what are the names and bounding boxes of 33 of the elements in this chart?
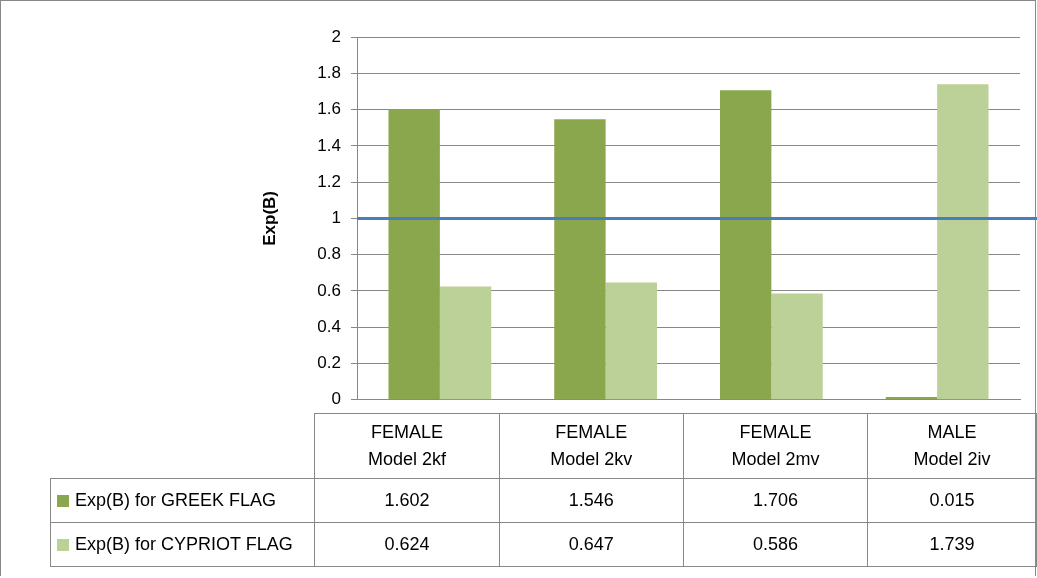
data-label: 1.706 [683,478,868,523]
y-tick-label: 0.6 [317,280,341,300]
data-label: 0.015 [867,478,1037,523]
y-tick-label: 1.8 [317,62,341,82]
y-tick-label: 1 [331,208,341,228]
data-label: 0.647 [499,522,684,567]
legend-label: Exp(B) for CYPRIOT FLAG [50,522,315,567]
bar [937,84,989,400]
x-tick-label: FEMALE Model 2mv [683,413,868,479]
data-label: 0.624 [314,522,500,567]
y-tick-label: 2 [331,26,341,46]
data-label: 1.546 [499,478,684,523]
data-label: 1.739 [867,522,1037,567]
y-tick-label: 0.4 [317,316,341,336]
legend-label: Exp(B) for GREEK FLAG [50,478,315,523]
bar [554,119,606,400]
y-tick-label: 1.2 [317,171,341,191]
y-tick-label: 0 [331,389,341,409]
x-tick-label: FEMALE Model 2kf [314,413,500,479]
data-label: 1.602 [314,478,500,523]
y-tick-label: 1.4 [317,135,341,155]
y-axis-title: Exp(B) [259,191,279,246]
bar [771,293,823,400]
x-tick-label: FEMALE Model 2kv [499,413,684,479]
y-tick-label: 0.2 [317,353,341,373]
bar [388,109,440,400]
x-tick-label: MALE Model 2iv [867,413,1037,479]
bar [439,286,492,400]
data-label: 0.586 [683,522,868,567]
bar [719,90,772,400]
y-tick-label: 0.8 [317,244,341,264]
bar [605,282,658,400]
y-tick-label: 1.6 [317,99,341,119]
